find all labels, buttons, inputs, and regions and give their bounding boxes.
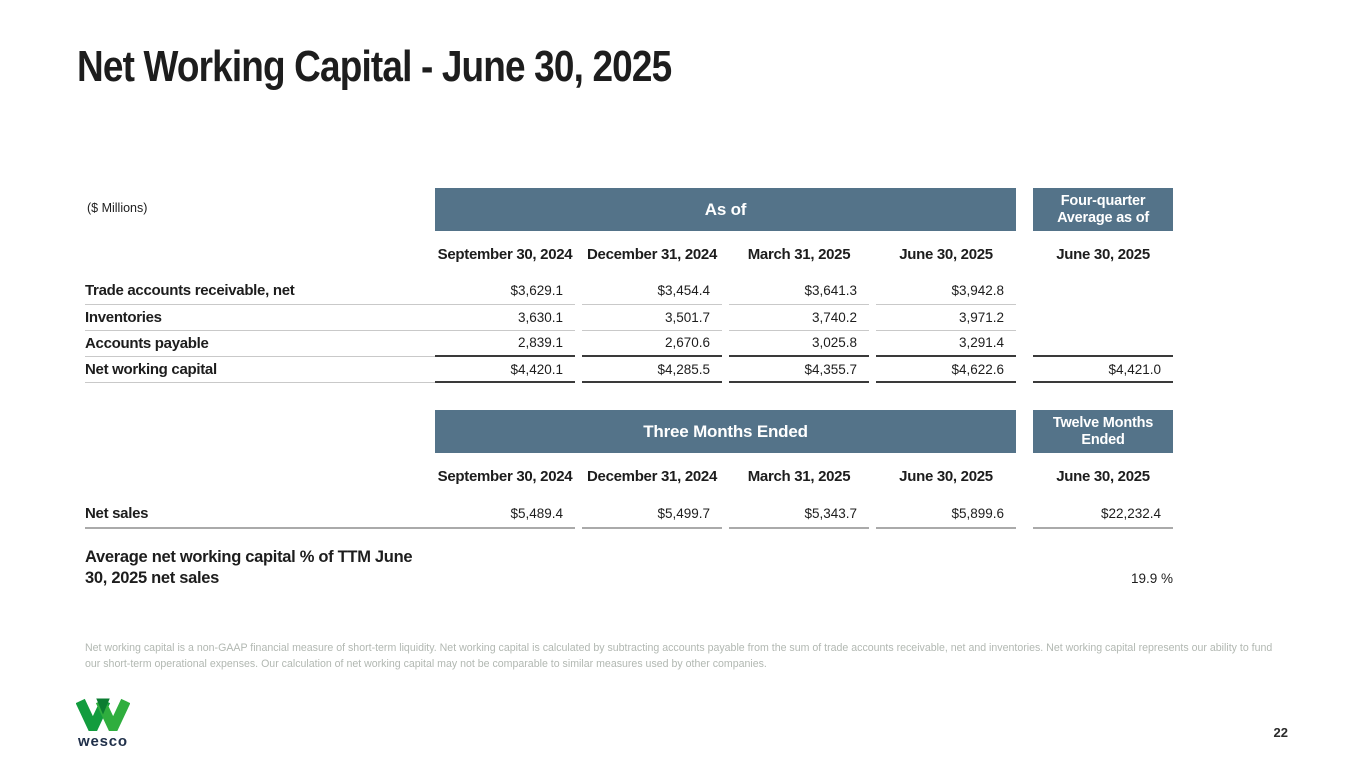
- column-header: June 30, 2025: [899, 467, 993, 485]
- column-header-ttm: June 30, 2025: [1056, 467, 1150, 485]
- cell-value: 2,839.1: [435, 330, 575, 357]
- page-title: Net Working Capital - June 30, 2025: [77, 42, 672, 91]
- cell-value: $5,499.7: [582, 500, 722, 529]
- column-header: June 30, 2025: [899, 245, 993, 263]
- cell-value: 2,670.6: [582, 330, 722, 357]
- cell-value: $22,232.4: [1033, 500, 1174, 529]
- table-row: Net working capital $4,420.1 $4,285.5 $4…: [85, 356, 1174, 383]
- table-row: Trade accounts receivable, net $3,629.1 …: [85, 278, 1173, 305]
- cell-value: 3,291.4: [876, 330, 1017, 357]
- column-header-avg: June 30, 2025: [1056, 245, 1150, 263]
- wesco-wordmark: wesco: [78, 733, 128, 750]
- column-header: September 30, 2024: [437, 245, 573, 263]
- units-label: ($ Millions): [87, 201, 148, 215]
- cell-value: $4,421.0: [1033, 356, 1174, 383]
- cell-value: $3,641.3: [729, 278, 869, 305]
- column-header: September 30, 2024: [437, 467, 573, 485]
- column-header: March 31, 2025: [747, 245, 851, 263]
- cell-value: [1033, 304, 1173, 330]
- cell-value: 3,501.7: [582, 304, 722, 331]
- table-row: Inventories 3,630.1 3,501.7 3,740.2 3,97…: [85, 304, 1173, 331]
- wesco-logo: wesco: [75, 698, 146, 750]
- cell-value: $4,285.5: [582, 356, 722, 383]
- summary-label: Average net working capital % of TTM Jun…: [85, 548, 413, 587]
- cell-value: 3,740.2: [729, 304, 869, 331]
- footnote: Net working capital is a non-GAAP financ…: [85, 642, 1273, 671]
- table-row: Accounts payable 2,839.1 2,670.6 3,025.8…: [85, 330, 1174, 357]
- cell-value: 3,630.1: [435, 304, 575, 331]
- cell-value: 3,971.2: [876, 304, 1017, 331]
- row-label: Trade accounts receivable, net: [85, 278, 435, 305]
- summary-value: 19.9 %: [1130, 571, 1173, 586]
- row-label: Net sales: [85, 500, 435, 529]
- cell-value: $4,420.1: [435, 356, 575, 383]
- three-months-ended-band: Three Months Ended: [435, 410, 1017, 453]
- cell-value: 3,025.8: [729, 330, 869, 357]
- row-label: Inventories: [85, 304, 435, 331]
- column-header: December 31, 2024: [587, 245, 717, 263]
- cell-value: $4,355.7: [729, 356, 869, 383]
- table-row: Net sales $5,489.4 $5,499.7 $5,343.7 $5,…: [85, 500, 1174, 529]
- cell-value: $3,942.8: [876, 278, 1017, 305]
- column-header-row: September 30, 2024 December 31, 2024 Mar…: [85, 453, 1173, 500]
- cell-value: $3,629.1: [435, 278, 575, 305]
- cell-value: $4,622.6: [876, 356, 1017, 383]
- as-of-band: As of: [435, 188, 1017, 231]
- column-header-row: September 30, 2024 December 31, 2024 Mar…: [85, 231, 1173, 278]
- table-row: As of Four-quarter Average as of: [85, 188, 1174, 231]
- balance-table: As of Four-quarter Average as of Septemb…: [85, 188, 1174, 383]
- cell-value: $5,899.6: [876, 500, 1017, 529]
- cell-value: [1033, 278, 1173, 304]
- cell-value: $3,454.4: [582, 278, 722, 305]
- row-label: Net working capital: [85, 356, 435, 383]
- cell-value: [1033, 330, 1174, 357]
- column-header: December 31, 2024: [587, 467, 717, 485]
- column-header: March 31, 2025: [747, 467, 851, 485]
- wesco-logo-mark: [75, 698, 131, 740]
- net-sales-table: Three Months Ended Twelve Months Ended S…: [85, 410, 1174, 529]
- twelve-months-ended-band: Twelve Months Ended: [1033, 410, 1174, 453]
- table-row: Three Months Ended Twelve Months Ended: [85, 410, 1174, 453]
- four-quarter-average-band: Four-quarter Average as of: [1033, 188, 1174, 231]
- row-label: Accounts payable: [85, 330, 435, 357]
- cell-value: $5,343.7: [729, 500, 869, 529]
- page-number: 22: [1273, 725, 1288, 740]
- cell-value: $5,489.4: [435, 500, 575, 529]
